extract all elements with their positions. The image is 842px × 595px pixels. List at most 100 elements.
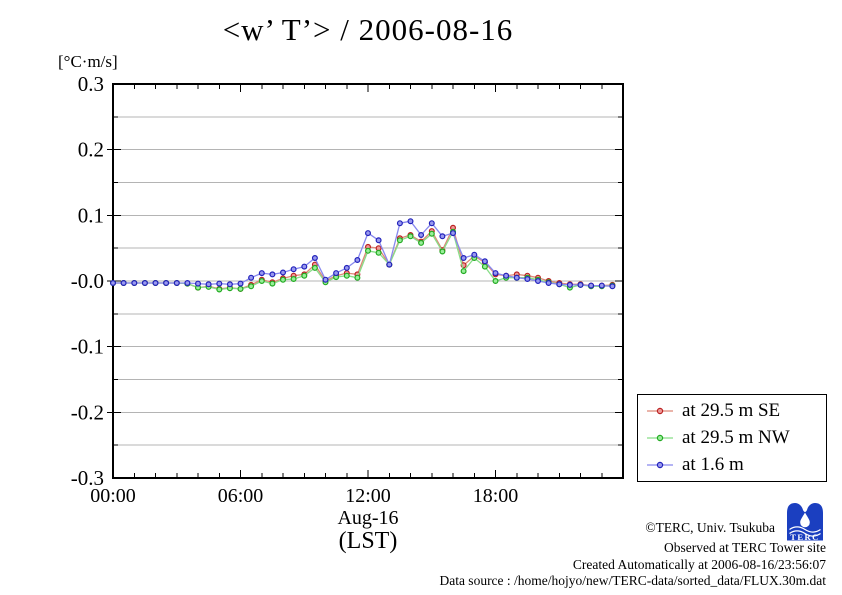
data-point-at-1-6-m: [354, 257, 361, 264]
legend-marker-1-6m-icon: [647, 462, 673, 469]
data-point-at-29-5-m-nw: [311, 264, 318, 271]
data-point-at-1-6-m: [396, 220, 403, 227]
observed-site-text: Observed at TERC Tower site: [663, 540, 826, 555]
data-point-at-29-5-m-nw: [492, 278, 499, 285]
legend-marker-se-icon: [647, 407, 673, 414]
legend-item-29-5m-nw: at 29.5 m NW: [645, 427, 826, 449]
data-point-at-29-5-m-nw: [248, 283, 255, 290]
data-point-at-1-6-m: [311, 255, 318, 262]
data-point-at-1-6-m: [280, 269, 287, 276]
x-tick-label: 12:00: [345, 485, 391, 507]
data-point-at-1-6-m: [524, 276, 531, 283]
x-tick-label: 18:00: [473, 485, 519, 507]
data-point-at-1-6-m: [460, 255, 467, 262]
data-point-at-1-6-m: [322, 276, 329, 283]
legend: at 29.5 m SE at 29.5 m NW at 1.6 m: [637, 394, 827, 482]
legend-label: at 29.5 m SE: [682, 399, 781, 421]
data-point-at-1-6-m: [534, 278, 541, 285]
data-point-at-1-6-m: [407, 218, 414, 225]
data-point-at-1-6-m: [248, 274, 255, 281]
data-point-at-1-6-m: [226, 281, 233, 288]
data-point-at-29-5-m-nw: [481, 263, 488, 270]
data-point-at-29-5-m-nw: [216, 286, 223, 293]
data-point-at-29-5-m-nw: [407, 233, 414, 240]
y-tick-label: -0.1: [71, 335, 104, 359]
data-point-at-1-6-m: [545, 280, 552, 287]
data-point-at-29-5-m-nw: [301, 272, 308, 279]
data-point-at-1-6-m: [333, 270, 340, 277]
data-point-at-1-6-m: [492, 270, 499, 277]
data-point-at-29-5-m-nw: [365, 247, 372, 254]
data-point-at-29-5-m-nw: [460, 268, 467, 275]
data-point-at-1-6-m: [386, 261, 393, 268]
x-axis-date-label: Aug-16: [337, 507, 399, 529]
chart-title: <w’ T’> / 2006-08-16: [222, 12, 514, 47]
data-point-at-1-6-m: [439, 233, 446, 240]
terc-logo-wave-2: [789, 530, 821, 537]
data-point-at-1-6-m: [598, 282, 605, 289]
data-point-at-1-6-m: [173, 280, 180, 287]
data-point-at-1-6-m: [577, 281, 584, 288]
data-point-at-1-6-m: [343, 264, 350, 271]
data-point-at-29-5-m-nw: [258, 278, 265, 285]
data-point-at-1-6-m: [216, 280, 223, 287]
terc-logo-text: TERC: [790, 532, 820, 541]
legend-label: at 29.5 m NW: [682, 426, 790, 448]
data-point-at-29-5-m-nw: [375, 249, 382, 256]
y-tick-label: 0.1: [78, 203, 104, 227]
data-point-at-1-6-m: [609, 283, 616, 290]
data-source-text: Data source : /home/hojyo/new/TERC-data/…: [439, 573, 826, 588]
data-point-at-1-6-m: [450, 230, 457, 237]
terc-logo: TERC: [787, 503, 823, 541]
data-point-at-29-5-m-nw: [290, 276, 297, 283]
data-point-at-29-5-m-nw: [237, 285, 244, 292]
y-tick-label: -0.2: [71, 400, 104, 424]
data-point-at-1-6-m: [163, 280, 170, 287]
data-point-at-1-6-m: [556, 281, 563, 288]
y-axis-unit-label: [°C·m/s]: [58, 52, 118, 71]
legend-item-29-5m-se: at 29.5 m SE: [645, 400, 826, 422]
data-point-at-1-6-m: [184, 280, 191, 287]
data-point-at-29-5-m-nw: [354, 274, 361, 281]
data-point-at-29-5-m-nw: [280, 276, 287, 283]
y-tick-label: 0.3: [78, 72, 104, 96]
data-point-at-1-6-m: [481, 258, 488, 265]
data-point-at-1-6-m: [375, 237, 382, 244]
created-timestamp-text: Created Automatically at 2006-08-16/23:5…: [572, 557, 826, 572]
terc-logo-wave-1: [789, 526, 821, 533]
data-point-at-1-6-m: [237, 280, 244, 287]
data-point-at-1-6-m: [301, 263, 308, 270]
data-point-at-1-6-m: [471, 251, 478, 258]
data-point-at-1-6-m: [131, 280, 138, 287]
data-point-at-29-5-m-nw: [428, 230, 435, 237]
data-point-at-29-5-m-nw: [269, 280, 276, 287]
legend-label: at 1.6 m: [682, 454, 744, 476]
data-point-at-29-5-m-nw: [418, 239, 425, 246]
x-tick-label: 00:00: [90, 485, 136, 507]
data-point-at-1-6-m: [109, 280, 116, 287]
y-tick-label: 0.2: [78, 138, 104, 162]
x-tick-label: 06:00: [218, 485, 264, 507]
data-point-at-1-6-m: [120, 280, 127, 287]
y-tick-label: -0.0: [71, 269, 104, 293]
data-point-at-29-5-m-nw: [396, 237, 403, 244]
data-point-at-29-5-m-nw: [343, 272, 350, 279]
data-point-at-1-6-m: [269, 271, 276, 278]
data-point-at-1-6-m: [365, 230, 372, 237]
legend-marker-nw-icon: [647, 434, 673, 442]
copyright-text: ©TERC, Univ. Tsukuba: [645, 520, 775, 535]
data-point-at-1-6-m: [418, 232, 425, 239]
data-point-at-1-6-m: [205, 281, 212, 288]
data-point-at-1-6-m: [195, 280, 202, 287]
y-tick-label: -0.3: [71, 466, 104, 490]
data-point-at-29-5-m-nw: [439, 248, 446, 255]
data-point-at-1-6-m: [513, 274, 520, 281]
legend-item-1-6m: at 1.6 m: [645, 454, 826, 476]
data-point-at-1-6-m: [258, 270, 265, 277]
data-point-at-1-6-m: [290, 266, 297, 273]
data-point-at-1-6-m: [141, 280, 148, 287]
data-point-at-1-6-m: [588, 282, 595, 289]
data-point-at-1-6-m: [503, 272, 510, 279]
